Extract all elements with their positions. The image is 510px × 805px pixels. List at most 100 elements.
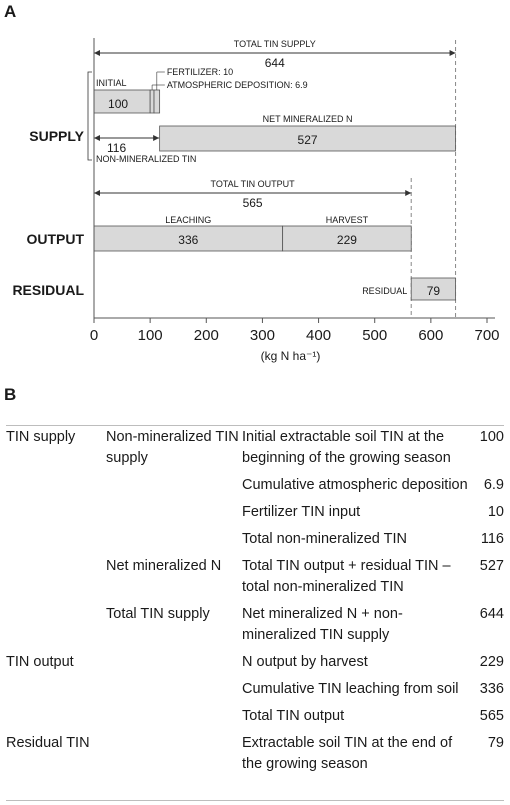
table-cell-c1: TIN output (6, 654, 74, 670)
table-cell-c3: Total non-mineralized TIN (242, 531, 407, 547)
table-cell-c1 (6, 679, 106, 700)
fertilizer-label: FERTILIZER: 10 (167, 67, 233, 77)
panel-a: A TOTAL TIN SUPPLY 644 INITIAL 100 FERTILIZE… (0, 0, 510, 385)
x-axis-label: (kg N ha⁻¹) (261, 349, 321, 363)
residual-bar (410, 277, 456, 301)
table-row: Total TIN supply Net mineralized N + non-… (6, 604, 504, 646)
table-cell-c1: TIN supply (6, 429, 76, 445)
total-output-label: TOTAL TIN OUTPUT (211, 179, 296, 189)
table-cell-c4: 527 (479, 558, 504, 574)
table-bottom-rule (6, 800, 504, 801)
table-cell-c3: Cumulative atmospheric deposition (242, 477, 468, 493)
table-cell-c1: Residual TIN (6, 735, 90, 751)
table-cell-c2 (106, 475, 242, 496)
table-cell-c4: 336 (479, 681, 504, 697)
table-cell-c3: Initial extractable soil TIN at the begi… (242, 429, 451, 466)
table-cell-c3: Total TIN output (242, 708, 345, 724)
table-row: Net mineralized N Total TIN output + resi… (6, 556, 504, 598)
table-cell-c2 (106, 679, 242, 700)
panel-b-label: B (4, 385, 17, 404)
table-cell-c4: 116 (480, 531, 504, 547)
table-cell-c4: 10 (487, 504, 504, 520)
leaching-label: LEACHING (165, 215, 211, 225)
table-cell-c3: N output by harvest (242, 654, 368, 670)
table-cell-c2: Total TIN supply (106, 606, 210, 622)
residual-value: 79 (427, 284, 441, 298)
table-row: Total TIN output 565 (6, 706, 504, 727)
table-cell-c3: Total TIN output + residual TIN – total … (242, 558, 451, 595)
table-cell-c2 (106, 652, 242, 673)
x-tick-label: 200 (194, 327, 219, 344)
x-tick-label: 0 (90, 327, 98, 344)
table-row: Cumulative atmospheric deposition 6.9 (6, 475, 504, 496)
fertilizer-bar (153, 89, 161, 114)
total-supply-dimension-arrow-right (449, 50, 456, 56)
non-mineralized-dimension-arrow-right (153, 135, 160, 141)
x-tick-label: 700 (474, 327, 499, 344)
table-cell-c2 (106, 706, 242, 727)
table-row: Cumulative TIN leaching from soil 336 (6, 679, 504, 700)
table-cell-c4: 6.9 (483, 477, 504, 493)
table-cell-c1 (6, 475, 106, 496)
table-cell-c2: Net mineralized N (106, 558, 222, 574)
non-mineralized-dimension-arrow-left (94, 135, 100, 141)
total-supply-label: TOTAL TIN SUPPLY (234, 39, 316, 49)
table-cell-c2: Non-mineralized TIN supply (106, 429, 239, 466)
non-mineralized-label: NON-MINERALIZED TIN (96, 154, 196, 164)
table-row: Fertilizer TIN input 10 (6, 502, 504, 523)
group-label-output: OUTPUT (26, 231, 84, 247)
supply-output-chart: TOTAL TIN SUPPLY 644 INITIAL 100 FERTILIZER:… (12, 38, 500, 363)
supply-bracket (87, 71, 92, 161)
table-cell-c1 (6, 529, 106, 550)
table-cell-c3: Cumulative TIN leaching from soil (242, 681, 459, 697)
table-cell-c3: Net mineralized N + non-mineralized TIN … (242, 606, 403, 643)
net-mineralized-bar (159, 125, 456, 152)
table-cell-c4: 229 (479, 654, 504, 670)
table-row: TIN output N output by harvest 229 (6, 652, 504, 673)
table-cell-c4: 100 (479, 429, 504, 445)
panel-b: B TIN supply Non-mineralized TIN supply In… (0, 385, 510, 805)
table-row: Residual TIN Extractable soil TIN at the … (6, 733, 504, 775)
table-cell-c2 (106, 502, 242, 523)
total-output-value: 565 (243, 196, 263, 210)
group-label-residual: RESIDUAL (12, 282, 84, 298)
atmospheric-deposition-label: ATMOSPHERIC DEPOSITION: 6.9 (167, 80, 308, 90)
initial-value: 100 (108, 97, 128, 111)
table-cell-c1 (6, 502, 106, 523)
table-cell-c2 (106, 733, 242, 775)
x-tick-label: 300 (250, 327, 275, 344)
table-cell-c1 (6, 604, 106, 646)
total-output-dimension-arrow-left (94, 190, 100, 196)
table-cell-c2 (106, 529, 242, 550)
initial-label: INITIAL (96, 78, 127, 88)
leaching-value: 336 (178, 233, 198, 247)
table-cell-c3: Extractable soil TIN at the end of the g… (242, 735, 453, 772)
table-row: Total non-mineralized TIN 116 (6, 529, 504, 550)
x-tick-label: 600 (418, 327, 443, 344)
table-cell-c4: 79 (487, 735, 504, 751)
tin-budget-table: TIN supply Non-mineralized TIN supply Init… (6, 427, 504, 775)
total-supply-value: 644 (265, 56, 285, 70)
table-cell-c3: Fertilizer TIN input (242, 504, 361, 520)
x-tick-label: 400 (306, 327, 331, 344)
table-cell-c4: 644 (479, 606, 504, 622)
table-cell-c1 (6, 706, 106, 727)
harvest-value: 229 (337, 233, 357, 247)
non-mineralized-value: 116 (107, 141, 126, 155)
residual-label: RESIDUAL (362, 286, 407, 296)
table-cell-c4: 565 (479, 708, 504, 724)
net-mineralized-value: 527 (298, 133, 318, 147)
x-tick-label: 500 (362, 327, 387, 344)
panel-a-label: A (4, 2, 17, 21)
table-cell-c1 (6, 556, 106, 598)
atmospheric-deposition-bar (149, 89, 155, 114)
table-row: TIN supply Non-mineralized TIN supply Init… (6, 427, 504, 469)
net-mineralized-label: NET MINERALIZED N (263, 114, 353, 124)
harvest-bar (282, 225, 412, 252)
table-top-rule (6, 425, 504, 426)
group-label-supply: SUPPLY (29, 128, 84, 144)
total-output-dimension-arrow-right (405, 190, 412, 196)
total-supply-dimension-arrow-left (94, 50, 100, 56)
leaching-bar (93, 225, 284, 252)
harvest-label: HARVEST (326, 215, 369, 225)
